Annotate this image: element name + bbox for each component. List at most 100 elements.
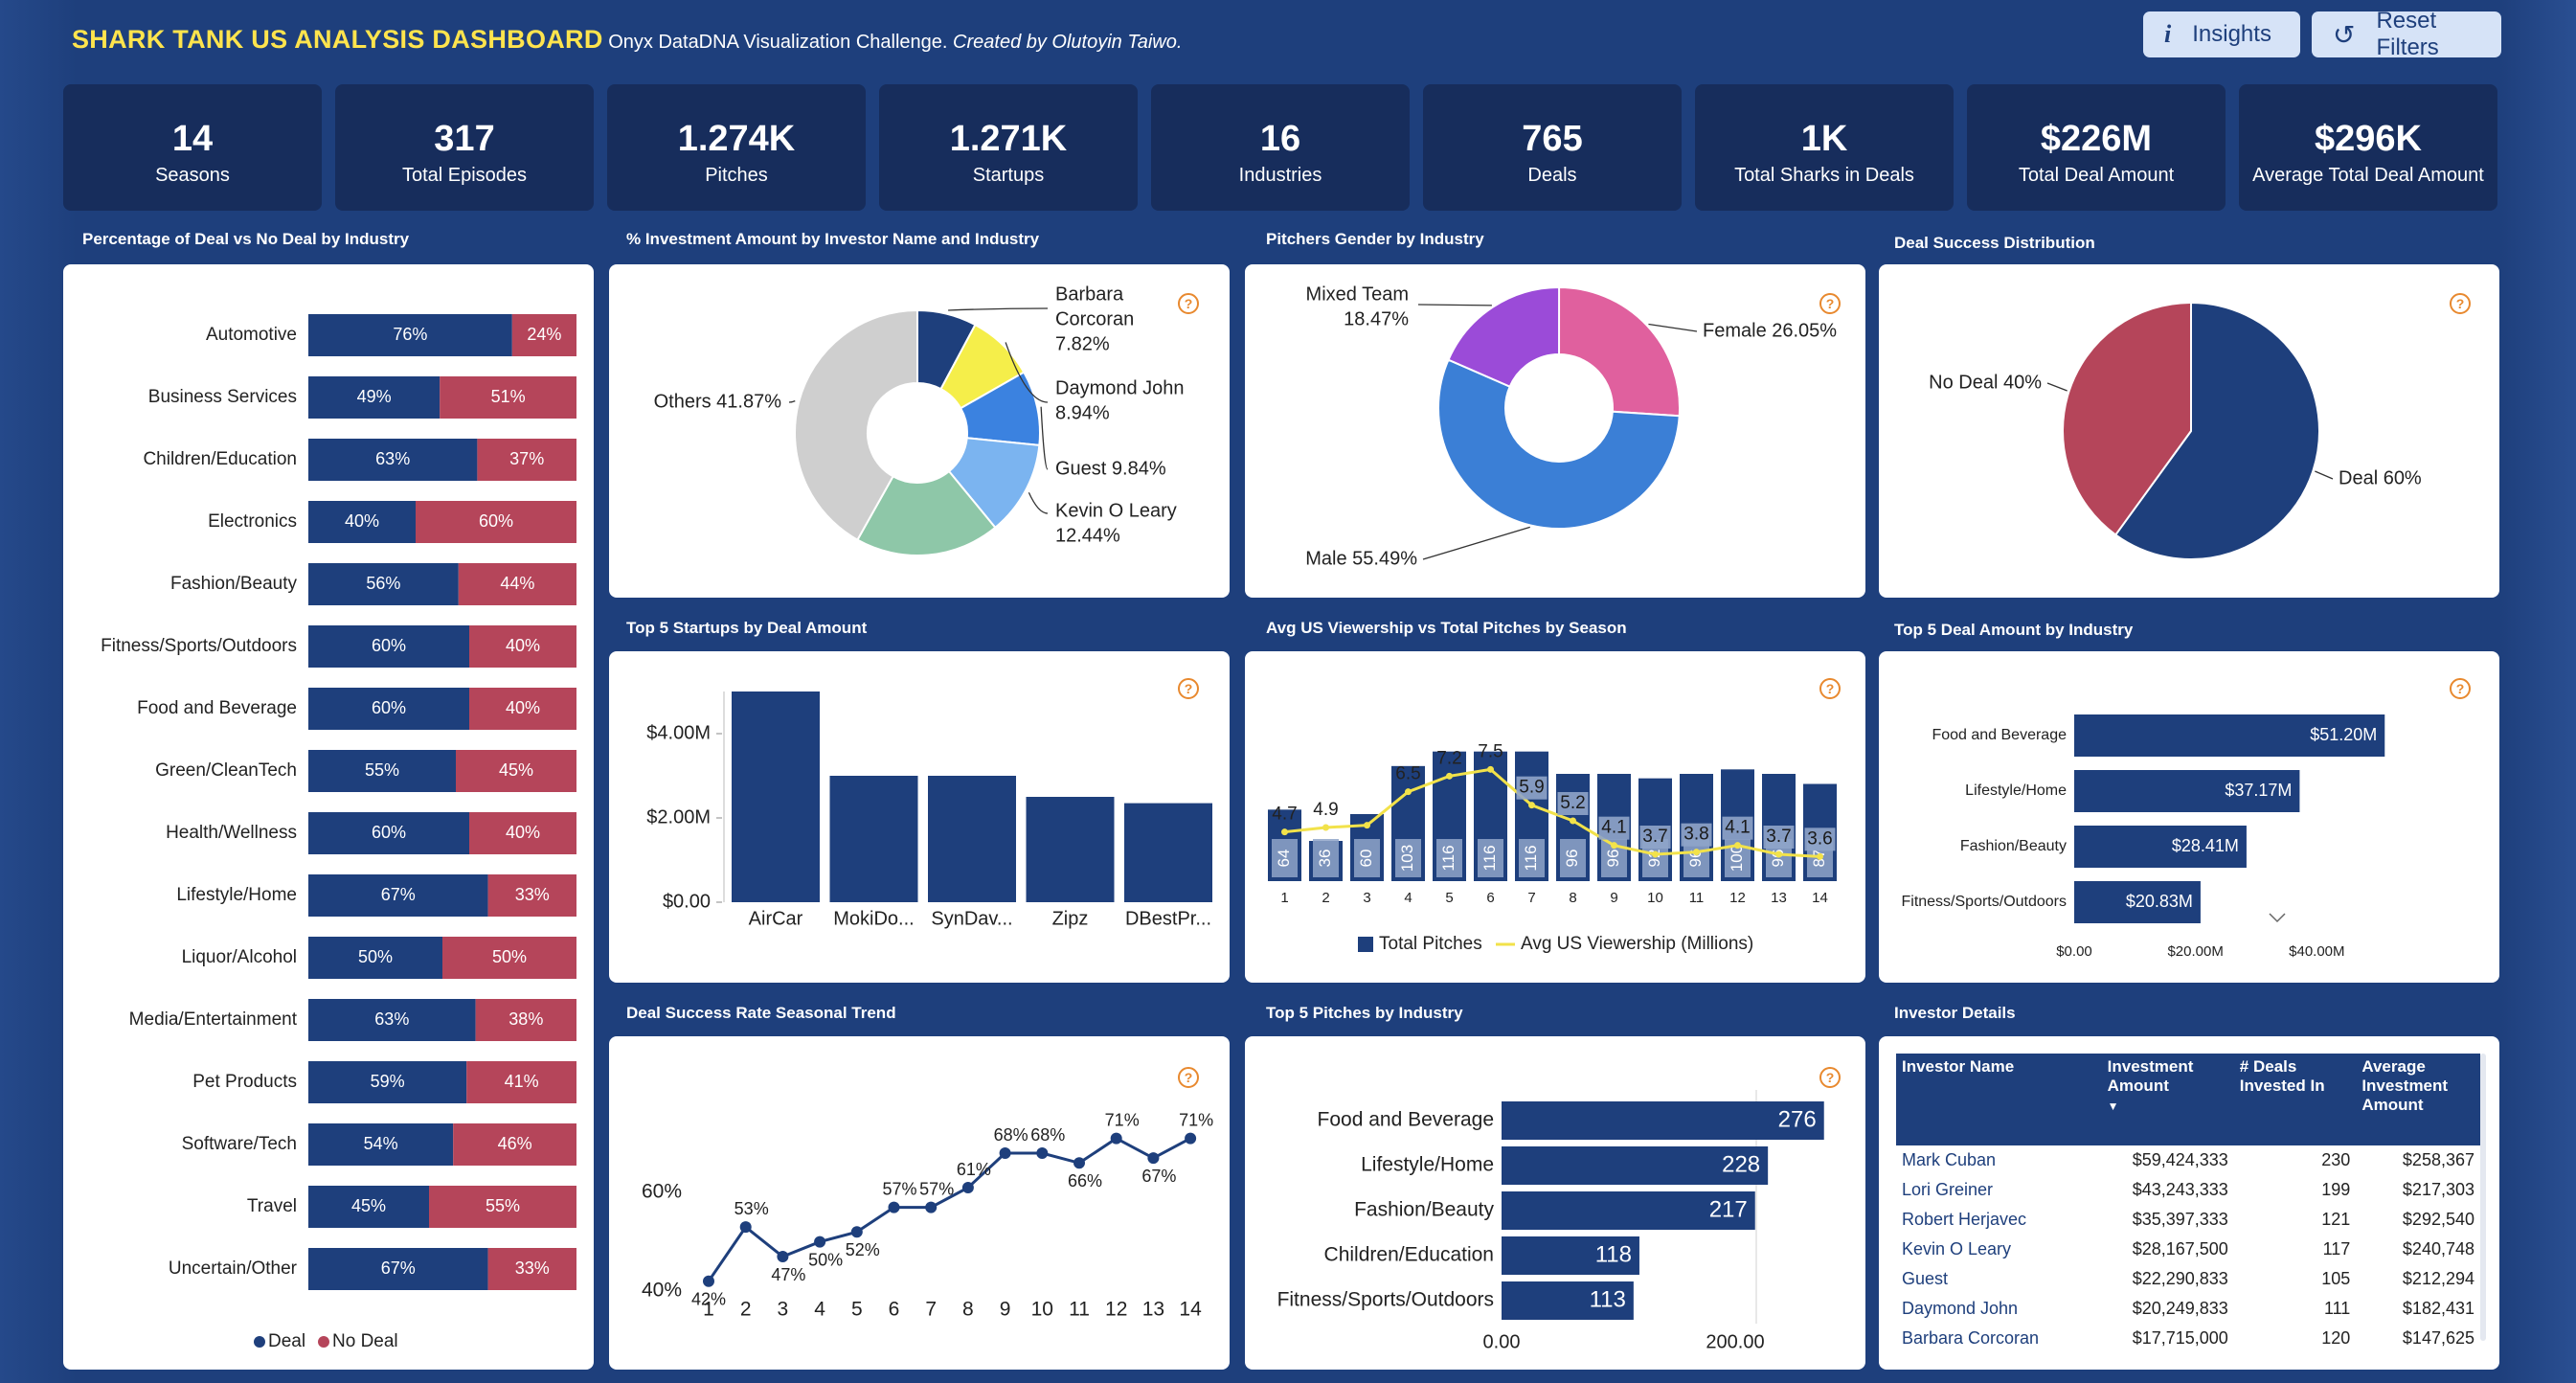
category-label: Fashion/Beauty xyxy=(170,574,298,594)
insights-label: Insights xyxy=(2192,21,2271,47)
kpi-value: 16 xyxy=(1259,119,1301,159)
panel-viewership[interactable]: 64 1 36 2 60 3 103 4 116 5 116 6 116 7 96 8 96 9 92 10 96 11 1… xyxy=(1245,651,1865,983)
pitches-data-label: 103 xyxy=(1398,845,1416,872)
category-label: Food and Beverage xyxy=(1932,727,2067,743)
panel-top-startups[interactable]: $0.00 $2.00M $4.00M AirCar MokiDo... SynDav..… xyxy=(609,651,1230,983)
pitches-data-label: 217 xyxy=(1709,1196,1748,1222)
slice-label: Daymond John xyxy=(1055,377,1185,398)
category-label: Lifestyle/Home xyxy=(1965,782,2067,799)
col-investor-name[interactable]: Investor Name xyxy=(1896,1054,2102,1145)
category-label: Fashion/Beauty xyxy=(1960,838,2067,854)
cell-investment-amount: $35,397,333 xyxy=(2132,1210,2228,1229)
help-icon[interactable]: ? xyxy=(1178,678,1199,699)
table-row[interactable]: Daymond John $20,249,833 111 $182,431 xyxy=(1896,1294,2480,1324)
slice-label: Deal 60% xyxy=(2339,467,2422,488)
no-deal-bar xyxy=(475,999,576,1041)
deal-bar xyxy=(308,750,456,792)
startup-bar xyxy=(928,776,1016,902)
help-icon[interactable]: ? xyxy=(2450,678,2471,699)
category-label: Children/Education xyxy=(143,449,297,469)
success-rate-point xyxy=(814,1236,826,1248)
help-icon[interactable]: ? xyxy=(2450,293,2471,314)
category-label: Health/Wellness xyxy=(166,823,297,843)
insights-button[interactable]: i Insights xyxy=(2143,11,2300,57)
viewership-data-label: 3.6 xyxy=(1807,828,1832,849)
help-icon[interactable]: ? xyxy=(1178,293,1199,314)
help-icon[interactable]: ? xyxy=(1819,293,1841,314)
viewership-data-label: 4.9 xyxy=(1313,800,1338,820)
x-tick-label: 2 xyxy=(1322,890,1329,906)
help-icon[interactable]: ? xyxy=(1819,678,1841,699)
success-rate-label: 67% xyxy=(1141,1167,1176,1186)
x-tick-label: 200.00 xyxy=(1706,1331,1764,1352)
x-tick-label: 9 xyxy=(1000,1299,1011,1321)
deal-data-label: 60% xyxy=(372,698,406,717)
kpi-value: 1K xyxy=(1800,119,1848,159)
x-category-label: MokiDo... xyxy=(833,908,914,929)
no-deal-data-label: 40% xyxy=(506,698,540,717)
pitches-data-label: 96 xyxy=(1563,850,1581,868)
panel-top-industry-amount[interactable]: Food and Beverage $51.20M Lifestyle/Home $3… xyxy=(1879,651,2499,983)
x-category-label: Zipz xyxy=(1052,908,1089,929)
line-label-bg xyxy=(1598,816,1630,840)
panel-success-dist[interactable]: Deal 60% No Deal 40% ? xyxy=(1879,264,2499,598)
panel-gender[interactable]: Female 26.05% Male 55.49% Mixed Team 18.47%… xyxy=(1245,264,1865,598)
no-deal-bar xyxy=(469,625,576,668)
panel-top-pitches[interactable]: Food and Beverage 276 Lifestyle/Home 228 Fas… xyxy=(1245,1036,1865,1370)
table-row[interactable]: Barbara Corcoran $17,715,000 120 $147,625 xyxy=(1896,1324,2480,1353)
success-rate-label: 66% xyxy=(1068,1171,1102,1190)
table-row[interactable]: Lori Greiner $43,243,333 199 $217,303 xyxy=(1896,1175,2480,1205)
help-icon[interactable]: ? xyxy=(1178,1067,1199,1088)
bar-label-bg xyxy=(1519,839,1545,877)
kpi-card-deals: 765 Deals xyxy=(1423,84,1682,211)
startup-bar xyxy=(1026,797,1115,902)
investor-table[interactable]: Investor Name Investment Amount ▼ # Deals… xyxy=(1896,1054,2480,1353)
col-deals-invested[interactable]: # Deals Invested In xyxy=(2233,1054,2357,1145)
col-investment-amount[interactable]: Investment Amount ▼ xyxy=(2101,1054,2234,1145)
no-deal-data-label: 51% xyxy=(491,387,526,406)
pitches-data-label: 116 xyxy=(1439,845,1457,871)
y-tick-label: 40% xyxy=(642,1280,682,1302)
viewership-point xyxy=(1652,850,1659,858)
cell-average-amount: $147,625 xyxy=(2402,1328,2474,1348)
cell-investment-amount: $28,167,500 xyxy=(2132,1239,2228,1258)
industry-amount-label: $51.20M xyxy=(2310,725,2377,744)
no-deal-data-label: 45% xyxy=(499,760,533,780)
table-row[interactable]: Mark Cuban $59,424,333 230 $258,367 xyxy=(1896,1145,2480,1175)
title-top-industry-amount: Top 5 Deal Amount by Industry xyxy=(1894,621,2134,639)
category-label: Lifestyle/Home xyxy=(176,885,297,905)
table-row[interactable]: Robert Herjavec $35,397,333 121 $292,540 xyxy=(1896,1205,2480,1235)
table-row[interactable]: Guest $22,290,833 105 $212,294 xyxy=(1896,1264,2480,1294)
panel-investor-details[interactable]: Investor Name Investment Amount ▼ # Deals… xyxy=(1879,1036,2499,1370)
no-deal-data-label: 33% xyxy=(515,1258,550,1278)
legend-viewership-label: Avg US Viewership (Millions) xyxy=(1521,934,1753,954)
category-label: Liquor/Alcohol xyxy=(182,947,297,967)
leader-line xyxy=(1005,342,1049,403)
reset-label: Reset Filters xyxy=(2376,8,2439,60)
panel-seasonal-trend[interactable]: 40% 60% 42% 1 53% 2 47% 3 50% 4 52% 5 57% 6 57% 7 61% 8 68… xyxy=(609,1036,1230,1370)
panel-deal-vs-nodeal[interactable]: Automotive 76% 24% Business Services 49% 51% C… xyxy=(63,264,594,1370)
x-tick-label: 12 xyxy=(1729,890,1746,906)
col-average-investment[interactable]: Average Investment Amount xyxy=(2356,1054,2480,1145)
success-rate-label: 71% xyxy=(1179,1110,1213,1129)
table-scrollbar[interactable] xyxy=(2480,1054,2486,1341)
help-icon[interactable]: ? xyxy=(1819,1067,1841,1088)
success-rate-label: 53% xyxy=(734,1199,769,1218)
dashboard-title: SHARK TANK US ANALYSIS DASHBOARD Onyx Da… xyxy=(72,25,1182,55)
deal-bar xyxy=(308,1186,429,1228)
legend-no-deal-marker xyxy=(318,1336,329,1348)
bar-label-bg xyxy=(1354,839,1380,877)
success-rate-point xyxy=(961,1182,974,1193)
panel-investment-pct[interactable]: Barbara Corcoran 7.82% Daymond John 8.94% Gue… xyxy=(609,264,1230,598)
reset-filters-button[interactable]: ↺ Reset Filters xyxy=(2312,8,2501,60)
table-row[interactable]: Kevin O Leary $28,167,500 117 $240,748 xyxy=(1896,1235,2480,1264)
table-header-row: Investor Name Investment Amount ▼ # Deals… xyxy=(1896,1054,2480,1145)
success-rate-point xyxy=(1185,1132,1197,1145)
deal-data-label: 76% xyxy=(393,325,427,344)
success-slice xyxy=(2062,301,2192,536)
cell-deals: 121 xyxy=(2321,1210,2351,1229)
kpi-value: $226M xyxy=(2040,119,2153,159)
leader-line xyxy=(2315,470,2334,480)
slice-label: Corcoran xyxy=(1055,308,1134,329)
no-deal-bar xyxy=(487,874,576,917)
